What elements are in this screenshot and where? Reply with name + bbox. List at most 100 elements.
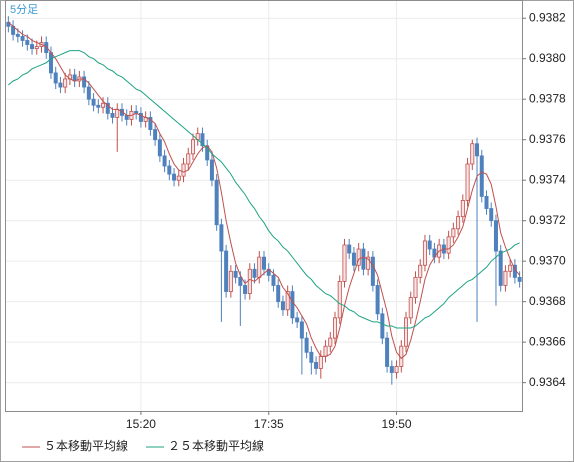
y-tick-label: 0.9382 [529, 10, 566, 24]
candle-body [219, 224, 224, 252]
legend: ５本移動平均線 ２５本移動平均線 [22, 438, 264, 453]
candle-body [162, 155, 167, 167]
candle-body [309, 351, 314, 363]
candle-body [101, 102, 106, 108]
candle-body [304, 337, 309, 353]
candle-body [299, 321, 304, 339]
candle-body [508, 264, 513, 272]
candle-body [290, 291, 295, 319]
candle-body [375, 285, 380, 315]
candle-body [408, 297, 413, 319]
candle-body [176, 175, 181, 181]
x-tick-label: 19:50 [382, 417, 412, 431]
candle-body [20, 36, 25, 41]
candle-body [96, 104, 101, 108]
candle-body [82, 76, 87, 88]
candle-body [351, 252, 356, 266]
y-tick-label: 0.9378 [529, 91, 566, 105]
candle-body [489, 208, 494, 222]
candle-body [115, 108, 120, 118]
chart-title: 5分足 [10, 3, 38, 16]
moving-average-line [8, 50, 520, 329]
y-tick-label: 0.9380 [529, 51, 566, 65]
y-tick-label: 0.9366 [529, 334, 566, 348]
candle-body [34, 46, 39, 49]
candle-body [465, 163, 470, 201]
candle-body [517, 276, 522, 282]
candle-body [238, 276, 243, 286]
candle-body [479, 155, 484, 197]
candle-body [58, 82, 63, 88]
marks [6, 16, 522, 385]
candle-body [456, 216, 461, 230]
y-tick-label: 0.9374 [529, 172, 566, 186]
grid [6, 0, 522, 411]
y-tick-label: 0.9376 [529, 132, 566, 146]
candle-body [276, 285, 281, 303]
candle-body [243, 285, 248, 294]
x-tick-label: 15:20 [126, 417, 156, 431]
candle-body [413, 276, 418, 299]
candle-body [470, 143, 475, 165]
candle-body [63, 78, 68, 88]
candle-body [389, 366, 394, 373]
y-tick-label: 0.9364 [529, 375, 566, 389]
candle-body [252, 268, 257, 278]
candle-body [181, 163, 186, 177]
candle-body [105, 102, 110, 114]
candle-body [385, 337, 390, 367]
candle-body [427, 240, 432, 250]
candle-body [498, 250, 503, 286]
candle-body [53, 72, 58, 84]
candle-body [422, 240, 427, 266]
candle-body [233, 270, 238, 278]
candle-body [347, 244, 352, 254]
candle-body [190, 139, 195, 155]
candle-body [228, 270, 233, 292]
legend-label: ２５本移動平均線 [168, 438, 264, 453]
candle-body [370, 256, 375, 286]
candle-body [475, 143, 480, 157]
candle-body [285, 291, 290, 311]
candle-body [148, 117, 153, 130]
candle-body [418, 264, 423, 278]
candle-body [295, 317, 300, 323]
candle-body [48, 52, 53, 74]
candle-body [460, 200, 465, 218]
candle-body [318, 355, 323, 369]
candle-body [110, 112, 115, 118]
y-tick-label: 0.9370 [529, 253, 566, 267]
candle-body [15, 34, 20, 37]
candle-body [342, 244, 347, 282]
candle-body [138, 112, 143, 122]
candle-body [247, 268, 252, 294]
axes: 0.9364 0.9366 0.9368 0.9370 0.9372 0.9374 0.93… [126, 10, 566, 431]
candle-body [167, 165, 172, 175]
candle-body [214, 179, 219, 226]
candle-body [224, 250, 229, 292]
candle-body [209, 159, 214, 181]
candle-body [328, 337, 333, 347]
candle-body [451, 228, 456, 238]
candle-body [91, 98, 96, 106]
candle-body [124, 115, 129, 120]
candle-body [153, 129, 158, 141]
candle-body [446, 236, 451, 254]
candle-body [257, 256, 262, 278]
candle-body [200, 133, 205, 147]
candle-body [157, 139, 162, 157]
candle-body [323, 345, 328, 357]
candle-body [280, 301, 285, 311]
candle-body [503, 270, 508, 286]
y-tick-label: 0.9372 [529, 213, 566, 227]
candle-body [356, 248, 361, 266]
candle-body [172, 173, 177, 181]
plot-border [5, 0, 523, 412]
candle-body [484, 195, 489, 209]
candle-body [30, 44, 35, 49]
candle-body [271, 274, 276, 286]
candle-body [186, 153, 191, 165]
